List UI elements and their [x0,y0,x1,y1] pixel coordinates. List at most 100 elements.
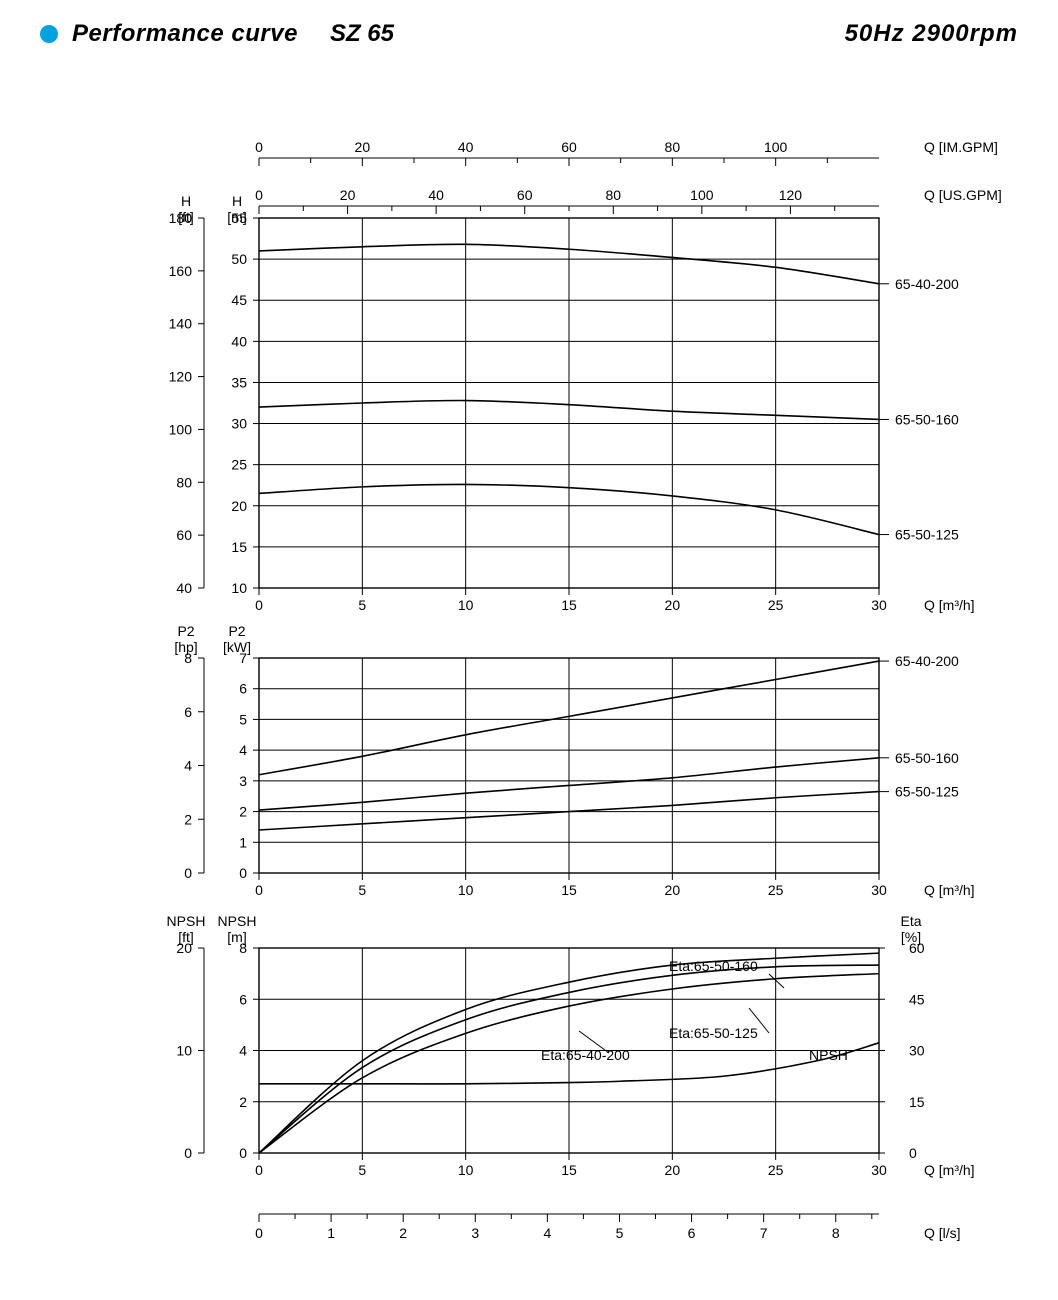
svg-text:100: 100 [690,187,714,203]
svg-text:[m]: [m] [227,209,246,225]
svg-text:65-40-200: 65-40-200 [895,276,959,292]
svg-text:30: 30 [909,1043,925,1059]
svg-text:Eta:65-40-200: Eta:65-40-200 [541,1047,630,1063]
svg-text:15: 15 [909,1094,925,1110]
freq-rpm-label: 50Hz 2900rpm [845,20,1018,48]
svg-text:50: 50 [231,251,247,267]
svg-text:Q [m³/h]: Q [m³/h] [924,1162,975,1178]
page-title: Performance curve [72,20,298,48]
bullet-icon [40,25,58,43]
svg-text:160: 160 [169,263,193,279]
svg-text:4: 4 [543,1225,551,1241]
page-header: Performance curve SZ 65 50Hz 2900rpm [40,20,1018,48]
svg-text:120: 120 [779,187,803,203]
svg-text:NPSH: NPSH [167,913,206,929]
svg-text:30: 30 [871,597,887,613]
svg-text:10: 10 [176,1043,192,1059]
svg-text:7: 7 [760,1225,768,1241]
svg-text:140: 140 [169,316,193,332]
svg-text:Q [m³/h]: Q [m³/h] [924,597,975,613]
svg-text:Q [IM.GPM]: Q [IM.GPM] [924,139,998,155]
svg-text:15: 15 [561,1162,577,1178]
svg-text:15: 15 [561,882,577,898]
svg-text:Eta: Eta [900,913,921,929]
svg-text:20: 20 [340,187,356,203]
svg-text:100: 100 [764,139,788,155]
svg-text:65-50-160: 65-50-160 [895,750,959,766]
svg-text:65-50-125: 65-50-125 [895,527,959,543]
svg-text:0: 0 [239,865,247,881]
svg-text:5: 5 [358,597,366,613]
svg-text:80: 80 [605,187,621,203]
svg-text:H: H [181,193,191,209]
svg-text:5: 5 [239,711,247,727]
svg-text:5: 5 [358,1162,366,1178]
svg-text:65-40-200: 65-40-200 [895,653,959,669]
svg-text:25: 25 [231,457,247,473]
svg-text:25: 25 [768,597,784,613]
svg-text:0: 0 [184,865,192,881]
svg-text:[%]: [%] [901,929,921,945]
svg-text:35: 35 [231,374,247,390]
svg-text:4: 4 [239,742,247,758]
svg-text:[m]: [m] [227,929,246,945]
svg-text:[ft]: [ft] [178,209,194,225]
svg-text:0: 0 [255,882,263,898]
svg-text:60: 60 [561,139,577,155]
svg-text:40: 40 [231,333,247,349]
svg-text:[ft]: [ft] [178,929,194,945]
svg-text:1: 1 [239,834,247,850]
svg-text:10: 10 [458,882,474,898]
svg-text:65-50-160: 65-50-160 [895,411,959,427]
svg-text:3: 3 [471,1225,479,1241]
svg-text:5: 5 [616,1225,624,1241]
svg-text:Q [US.GPM]: Q [US.GPM] [924,187,1002,203]
svg-text:4: 4 [239,1043,247,1059]
svg-text:40: 40 [428,187,444,203]
model-label: SZ 65 [330,20,394,48]
svg-text:25: 25 [768,882,784,898]
svg-text:30: 30 [231,416,247,432]
svg-text:3: 3 [239,773,247,789]
svg-text:2: 2 [239,804,247,820]
performance-chart: 020406080100Q [IM.GPM]020406080100120Q [… [49,68,1009,1248]
svg-text:6: 6 [239,681,247,697]
svg-text:[hp]: [hp] [174,639,197,655]
svg-text:[kW]: [kW] [223,639,251,655]
svg-text:2: 2 [239,1094,247,1110]
svg-text:8: 8 [832,1225,840,1241]
svg-text:10: 10 [231,580,247,596]
svg-text:NPSH: NPSH [809,1047,848,1063]
svg-text:6: 6 [239,991,247,1007]
svg-text:Q [l/s]: Q [l/s] [924,1225,961,1241]
svg-text:100: 100 [169,421,193,437]
svg-text:6: 6 [184,704,192,720]
svg-text:15: 15 [231,539,247,555]
svg-text:15: 15 [561,597,577,613]
svg-text:P2: P2 [177,623,194,639]
svg-text:Eta:65-50-160: Eta:65-50-160 [669,958,758,974]
svg-text:0: 0 [255,597,263,613]
svg-text:25: 25 [768,1162,784,1178]
svg-text:65-50-125: 65-50-125 [895,784,959,800]
svg-text:20: 20 [231,498,247,514]
svg-text:10: 10 [458,597,474,613]
svg-text:0: 0 [255,139,263,155]
svg-text:20: 20 [355,139,371,155]
header-left: Performance curve SZ 65 [40,20,394,48]
svg-text:1: 1 [327,1225,335,1241]
svg-text:20: 20 [665,597,681,613]
svg-text:20: 20 [665,1162,681,1178]
svg-text:6: 6 [688,1225,696,1241]
svg-text:0: 0 [239,1145,247,1161]
svg-text:H: H [232,193,242,209]
svg-text:10: 10 [458,1162,474,1178]
svg-text:4: 4 [184,758,192,774]
svg-text:80: 80 [665,139,681,155]
svg-text:0: 0 [255,1162,263,1178]
svg-text:0: 0 [909,1145,917,1161]
svg-text:0: 0 [184,1145,192,1161]
svg-text:30: 30 [871,882,887,898]
svg-text:2: 2 [399,1225,407,1241]
svg-text:80: 80 [176,474,192,490]
